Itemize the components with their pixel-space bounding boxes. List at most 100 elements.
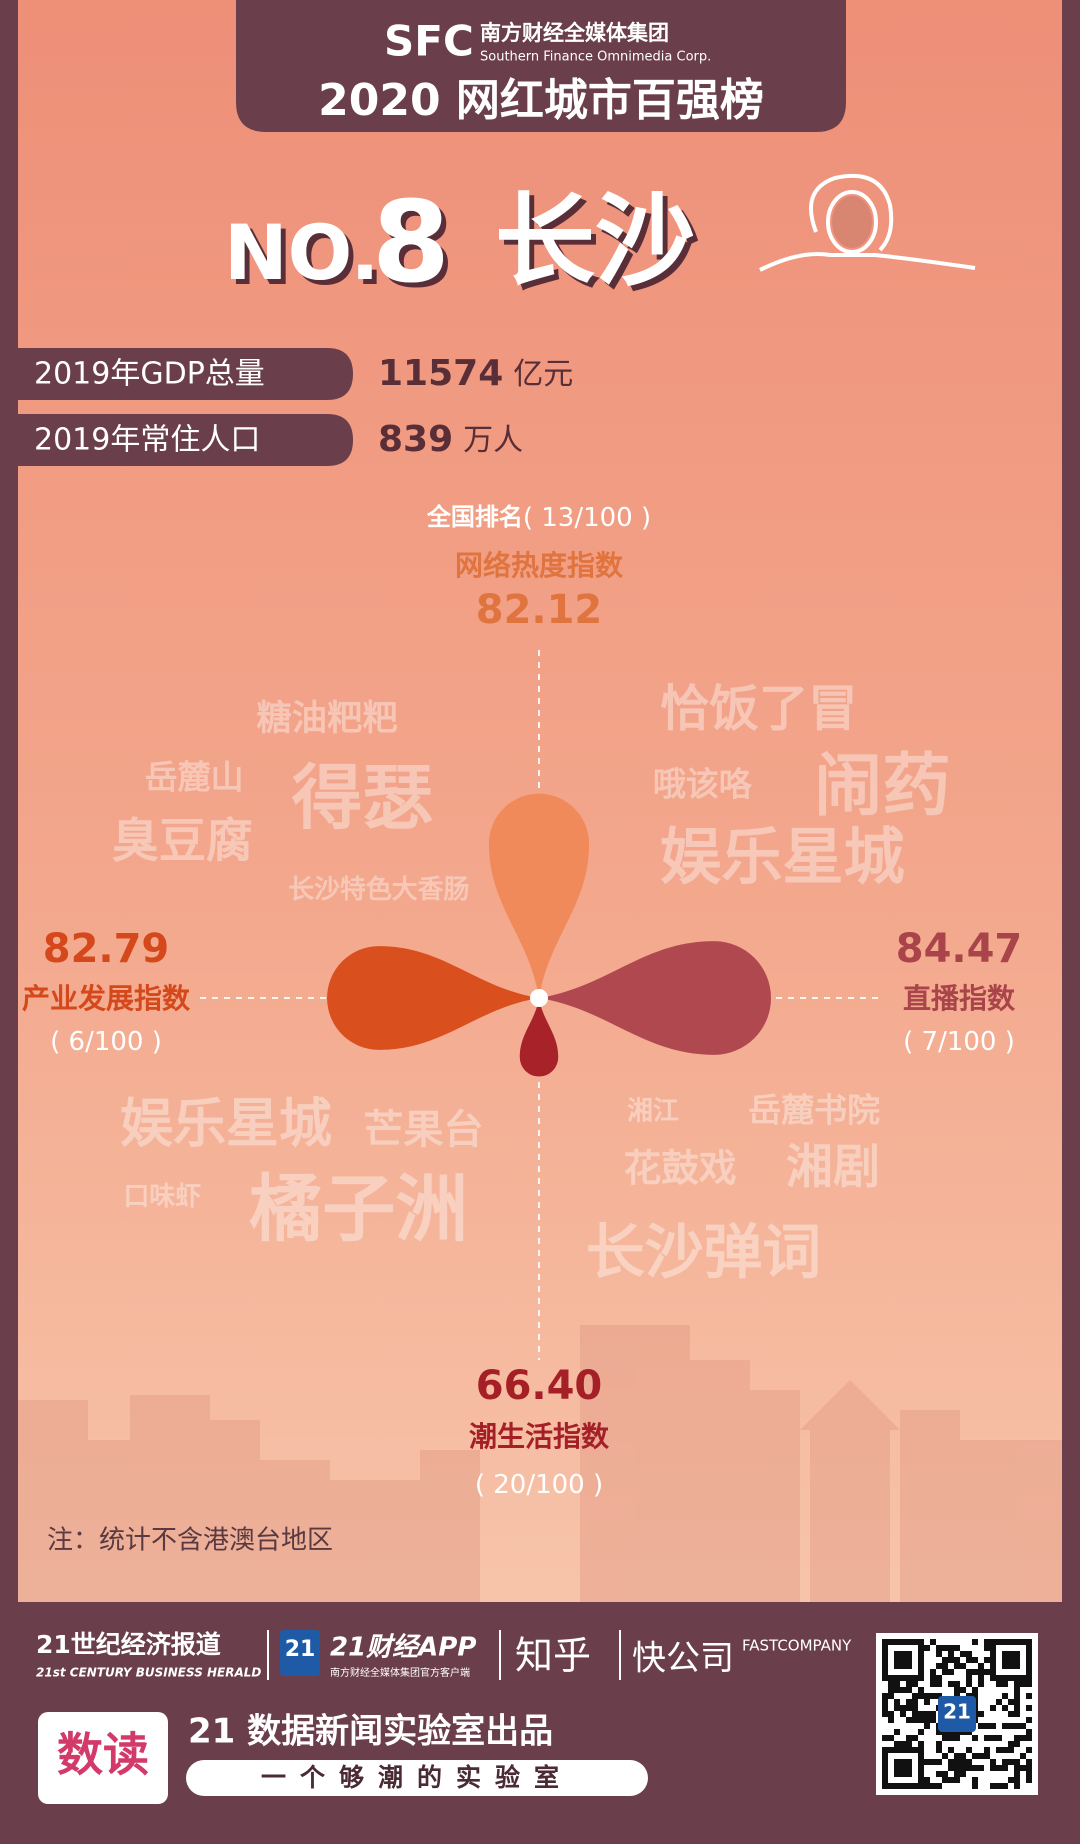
qr-cell	[978, 1723, 984, 1729]
qr-cell	[954, 1681, 960, 1687]
stat-unit: 万人	[463, 423, 523, 458]
index-rank: ( 7/100 )	[903, 1027, 1015, 1057]
qr-cell	[900, 1651, 906, 1657]
qr-cell	[990, 1759, 996, 1765]
qr-cell	[1026, 1669, 1032, 1675]
slogan-pill	[186, 1760, 648, 1796]
qr-cell	[1026, 1675, 1032, 1681]
index-name: 直播指数	[903, 982, 1016, 1015]
qr-cell	[1026, 1729, 1032, 1735]
qr-cell	[972, 1783, 978, 1789]
qr-cell	[948, 1777, 954, 1783]
cloud-word: 糖油粑粑	[257, 698, 398, 739]
zhihu: 知乎	[515, 1634, 591, 1678]
qr-cell	[984, 1735, 990, 1741]
qr-cell	[924, 1711, 930, 1717]
qr-cell	[1020, 1681, 1026, 1687]
index-value: 82.79	[43, 926, 170, 972]
qr-cell	[966, 1669, 972, 1675]
rank-value: ( 7/100 )	[903, 1027, 1015, 1057]
qr-cell	[1008, 1657, 1014, 1663]
qr-cell	[930, 1681, 936, 1687]
qr-cell	[888, 1735, 894, 1741]
qr-cell	[978, 1681, 984, 1687]
qr-cell	[1002, 1693, 1008, 1699]
qr-cell	[882, 1735, 888, 1741]
qr-cell	[1002, 1705, 1008, 1711]
qr-cell	[996, 1681, 1002, 1687]
cloud-word: 橘子洲	[249, 1167, 468, 1252]
qr-cell	[972, 1777, 978, 1783]
qr-cell	[984, 1669, 990, 1675]
qr-cell	[972, 1753, 978, 1759]
qr-cell	[888, 1639, 894, 1645]
qr-cell	[972, 1693, 978, 1699]
qr-cell	[972, 1765, 978, 1771]
qr-cell	[942, 1657, 948, 1663]
qr-cell	[942, 1669, 948, 1675]
qr-cell	[996, 1765, 1002, 1771]
index-value: 84.47	[896, 926, 1023, 972]
qr-cell	[1026, 1765, 1032, 1771]
cloud-word: 娱乐星城	[120, 1094, 332, 1155]
qr-badge-box	[938, 1696, 976, 1732]
qr-cell	[1026, 1705, 1032, 1711]
qr-cell	[924, 1693, 930, 1699]
qr-cell	[936, 1663, 942, 1669]
qr-cell	[948, 1681, 954, 1687]
qr-cell	[948, 1669, 954, 1675]
qr-cell	[948, 1765, 954, 1771]
skyline	[18, 1325, 1062, 1602]
cloud-word: 哦该咯	[653, 764, 753, 803]
qr-cell	[1014, 1663, 1020, 1669]
qr-cell	[1026, 1777, 1032, 1783]
qr-cell	[990, 1675, 996, 1681]
qr-cell	[984, 1753, 990, 1759]
qr-cell	[1026, 1747, 1032, 1753]
qr-cell	[918, 1651, 924, 1657]
index-name: 潮生活指数	[469, 1420, 610, 1453]
petal	[539, 941, 771, 1055]
qr-cell	[936, 1681, 942, 1687]
qr-cell	[900, 1663, 906, 1669]
qr-cell	[906, 1657, 912, 1663]
qr-cell	[900, 1657, 906, 1663]
qr-cell	[990, 1783, 996, 1789]
qr-cell	[894, 1741, 900, 1747]
qr-cell	[984, 1657, 990, 1663]
qr-cell	[882, 1657, 888, 1663]
brand-abbr: SFC	[384, 17, 474, 66]
qr-cell	[924, 1759, 930, 1765]
qr-cell	[1026, 1693, 1032, 1699]
qr-cell	[924, 1645, 930, 1651]
qr-cell	[960, 1663, 966, 1669]
qr-cell	[1014, 1681, 1020, 1687]
qr-cell	[924, 1777, 930, 1783]
qr-cell	[984, 1639, 990, 1645]
qr-cell	[918, 1717, 924, 1723]
qr-cell	[918, 1669, 924, 1675]
qr-cell	[912, 1681, 918, 1687]
qr-cell	[942, 1771, 948, 1777]
qr-cell	[918, 1663, 924, 1669]
qr-cell	[1008, 1741, 1014, 1747]
qr-cell	[888, 1681, 894, 1687]
qr-cell	[918, 1759, 924, 1765]
qr-cell	[960, 1651, 966, 1657]
qr-cell	[900, 1783, 906, 1789]
header-tab	[236, 0, 846, 132]
qr-cell	[978, 1711, 984, 1717]
qr-cell	[1020, 1765, 1026, 1771]
qr-cell	[942, 1735, 948, 1741]
stat-unit: 亿元	[513, 357, 573, 392]
qr-cell	[930, 1639, 936, 1645]
qr-cell	[882, 1699, 888, 1705]
qr-cell	[1020, 1675, 1026, 1681]
qr-cell	[918, 1741, 924, 1747]
qr-cell	[930, 1711, 936, 1717]
qr-cell	[1008, 1711, 1014, 1717]
qr-cell	[954, 1753, 960, 1759]
qr-cell	[882, 1693, 888, 1699]
qr-cell	[1026, 1639, 1032, 1645]
